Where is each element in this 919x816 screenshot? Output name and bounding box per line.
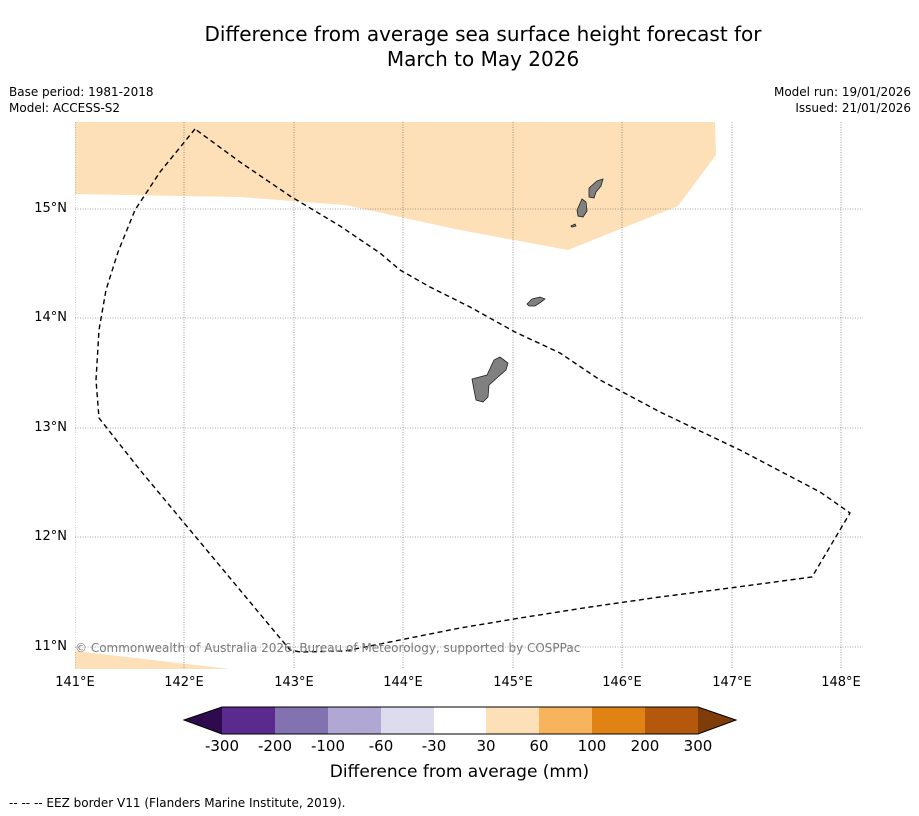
lon-label-144e: 144°E [383,675,423,690]
lat-label-12n: 12°N [34,529,67,544]
colorbar-tick: -100 [310,737,346,755]
colorbar-tick: 30 [476,737,496,755]
copyright-notice: © Commonwealth of Australia 2026, Bureau… [75,641,581,655]
meta-left: Base period: 1981-2018 Model: ACCESS-S2 [9,84,154,116]
colorbar-tick: 100 [577,737,607,755]
lon-label-141e: 141°E [55,675,95,690]
colorbar-bin-5 [434,707,486,734]
title-line-2: March to May 2026 [386,47,580,71]
colorbar-bin-8 [592,707,645,734]
colorbar-tick: -200 [257,737,293,755]
lon-label-146e: 146°E [602,675,642,690]
colorbar-tick: 200 [630,737,660,755]
colorbar-bin-9 [645,707,698,734]
island-aguijan [570,223,577,228]
island-tinian [576,198,588,218]
colorbar-tick: -30 [421,737,447,755]
issued-text: Issued: 21/01/2026 [795,101,911,115]
colorbar-bin-4 [381,707,434,734]
eez-border [95,128,851,653]
colorbar-bin-6 [486,707,539,734]
lon-label-142e: 142°E [164,675,204,690]
colorbar-bin-2 [275,707,328,734]
lat-label-15n: 15°N [34,201,67,216]
island-guam [471,356,509,403]
chart-title: Difference from average sea surface heig… [0,22,919,72]
colorbar-bin-1 [222,707,275,734]
colorbar-bin-3 [328,707,381,734]
anomaly-region-north [75,122,716,250]
title-line-1: Difference from average sea surface heig… [204,22,762,46]
colorbar-tick: 60 [529,737,549,755]
model-run-text: Model run: 19/01/2026 [773,85,911,99]
lat-label-14n: 14°N [34,310,67,325]
colorbar-bin-7 [539,707,592,734]
colorbar [182,706,738,735]
lon-label-145e: 145°E [493,675,533,690]
colorbar-tick: -60 [368,737,394,755]
meta-right: Model run: 19/01/2026 Issued: 21/01/2026 [774,84,911,116]
lat-label-13n: 13°N [34,420,67,435]
lat-label-11n: 11°N [34,639,67,654]
island-saipan [588,178,604,199]
islands [471,178,604,403]
colorbar-tick: 300 [683,737,713,755]
colorbar-label: Difference from average (mm) [329,762,590,782]
eez-legend-footnote: -- -- -- EEZ border V11 (Flanders Marine… [9,796,346,810]
base-period-text: Base period: 1981-2018 [9,85,154,99]
island-rota [526,296,546,307]
lon-label-143e: 143°E [274,675,314,690]
map-area [75,122,863,669]
lon-label-148e: 148°E [821,675,861,690]
model-text: Model: ACCESS-S2 [9,101,121,115]
gridlines [75,122,863,669]
colorbar-extend-max [698,707,736,734]
anomaly-region-southwest [75,651,230,669]
lon-label-147e: 147°E [712,675,752,690]
colorbar-extend-min [184,707,222,734]
colorbar-outline [182,706,738,735]
colorbar-tick: -300 [204,737,240,755]
